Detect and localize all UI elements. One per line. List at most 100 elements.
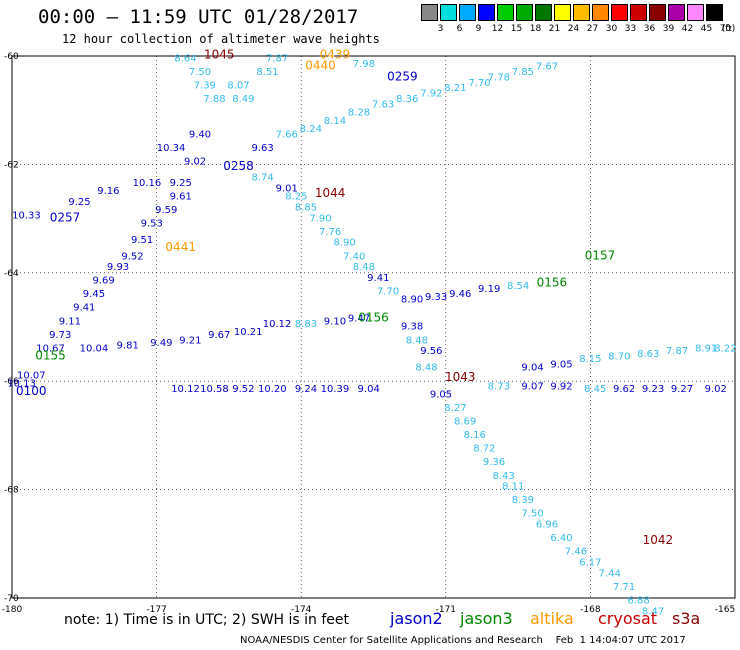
swh-value: 9.25 <box>68 197 90 208</box>
scale-swatch <box>478 4 495 21</box>
swh-value: 8.36 <box>396 94 418 105</box>
swh-value: 8.48 <box>353 262 375 273</box>
swh-value: 8.70 <box>608 352 630 363</box>
swh-value: 7.63 <box>372 99 394 110</box>
swh-value: 6.96 <box>536 520 558 531</box>
swh-value: 9.92 <box>550 381 572 392</box>
track-time-label: 0155 <box>35 349 66 363</box>
swh-value: 7.87 <box>666 346 688 357</box>
scale-swatch <box>516 4 533 21</box>
swh-value: 6.17 <box>579 557 601 568</box>
swh-value: 7.70 <box>468 78 490 89</box>
swh-value: 9.69 <box>92 276 114 287</box>
track-time-label: 1044 <box>315 186 346 200</box>
swh-value: 8.90 <box>401 295 423 306</box>
swh-value: 7.39 <box>194 81 216 92</box>
swh-value: 10.07 <box>17 370 46 381</box>
swh-value: 8.28 <box>348 108 370 119</box>
track-time-label: 0440 <box>305 59 336 73</box>
swh-value: 9.04 <box>358 384 380 395</box>
scale-label: 9 <box>475 24 482 34</box>
swh-value: 8.91 <box>695 343 717 354</box>
track-time-label: 0156 <box>358 311 389 325</box>
swh-value: 10.12 <box>171 384 200 395</box>
swh-value: 9.51 <box>131 235 153 246</box>
swh-value: 10.21 <box>234 327 263 338</box>
swh-value: 9.10 <box>324 316 346 327</box>
swh-value: 10.20 <box>258 384 287 395</box>
swh-value: 8.54 <box>507 281 529 292</box>
swh-value: 8.90 <box>333 238 355 249</box>
scale-label: 21 <box>548 24 561 34</box>
swh-value: 8.51 <box>256 67 278 78</box>
swh-value: 9.16 <box>97 186 119 197</box>
legend-s3a: s3a <box>672 609 701 628</box>
swh-value: 8.85 <box>295 202 317 213</box>
swh-value: 9.41 <box>367 273 389 284</box>
lat-tick-label: -70 <box>4 594 19 604</box>
swh-value: 9.49 <box>150 338 172 349</box>
legend-altika: altika <box>530 609 574 628</box>
legend-cryosat: cryosat <box>598 609 658 628</box>
swh-value: 7.66 <box>276 129 298 140</box>
scale-label: 42 <box>681 24 694 34</box>
track-time-label: 0259 <box>387 69 418 83</box>
track-time-label: 1045 <box>204 48 235 62</box>
swh-value: 9.23 <box>642 384 664 395</box>
swh-value: 8.39 <box>512 495 534 506</box>
scale-swatch <box>535 4 552 21</box>
swh-value: 9.53 <box>141 219 163 230</box>
map-frame <box>11 55 736 599</box>
swh-value: 8.48 <box>406 335 428 346</box>
swh-value: 7.78 <box>488 72 510 83</box>
swh-value: 8.14 <box>324 116 346 127</box>
scale-label: 6 <box>456 24 463 34</box>
swh-value: 8.11 <box>502 482 524 493</box>
scale-swatch <box>459 4 476 21</box>
swh-value: 7.71 <box>613 582 635 593</box>
swh-value: 9.52 <box>232 384 254 395</box>
scale-label: 24 <box>567 24 580 34</box>
lat-tick-label: -60 <box>4 52 19 62</box>
swh-value: 6.40 <box>550 533 572 544</box>
legend-jason2: jason2 <box>390 609 443 628</box>
scale-swatch <box>668 4 685 21</box>
lon-tick-label: -177 <box>146 605 166 615</box>
swh-value: 8.22 <box>714 343 736 354</box>
lat-tick-label: -62 <box>4 160 19 170</box>
swh-value: 9.62 <box>613 384 635 395</box>
swh-value: 9.04 <box>521 362 543 373</box>
swh-value: 9.02 <box>184 156 206 167</box>
track-time-label: 0439 <box>320 48 351 62</box>
swh-value: 7.87 <box>266 53 288 64</box>
swh-value: 9.21 <box>179 335 201 346</box>
scale-swatch <box>687 4 704 21</box>
swh-value: 9.93 <box>107 262 129 273</box>
scale-label: 27 <box>586 24 599 34</box>
scale-swatch <box>592 4 609 21</box>
swh-value: 9.11 <box>59 316 81 327</box>
swh-value: 10.58 <box>200 384 229 395</box>
swh-value: 8.48 <box>415 362 437 373</box>
swh-value: 8.24 <box>300 124 322 135</box>
swh-value: 10.12 <box>263 319 292 330</box>
swh-value: 8.63 <box>637 349 659 360</box>
swh-value: 9.46 <box>449 289 471 300</box>
swh-value: 9.33 <box>425 292 447 303</box>
scale-swatch <box>440 4 457 21</box>
swh-value: 10.33 <box>12 211 41 222</box>
lat-tick-label: -68 <box>4 486 19 496</box>
track-time-label: 0157 <box>585 248 616 262</box>
swh-value: 10.13 <box>7 379 36 390</box>
scale-swatch <box>611 4 628 21</box>
swh-value: 9.40 <box>189 129 211 140</box>
swh-value: 9.73 <box>49 330 71 341</box>
swh-value: 9.61 <box>170 192 192 203</box>
swh-value: 8.64 <box>174 53 196 64</box>
scale-label: 33 <box>624 24 637 34</box>
swh-value: 8.83 <box>295 319 317 330</box>
swh-value: 9.27 <box>671 384 693 395</box>
track-time-label: 0441 <box>165 240 196 254</box>
track-time-label: 1043 <box>445 370 476 384</box>
scale-swatch <box>630 4 647 21</box>
